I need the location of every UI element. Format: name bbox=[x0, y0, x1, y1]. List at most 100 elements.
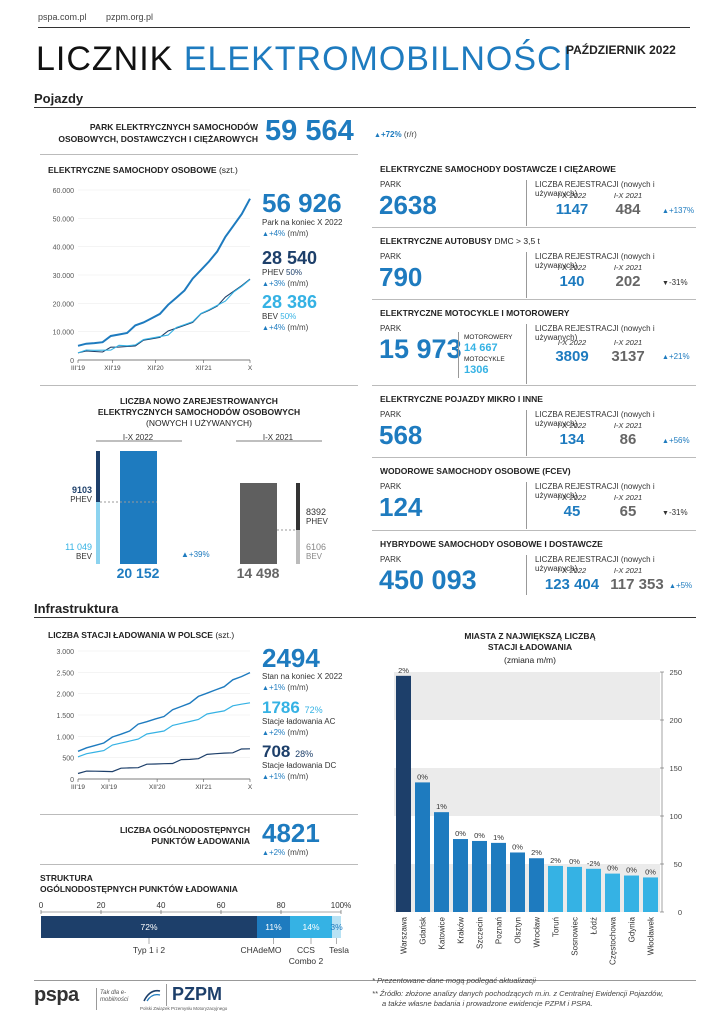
up-arrow-icon: ▲ bbox=[662, 354, 669, 361]
cities-title-line2: STACJI ŁADOWANIA bbox=[487, 642, 573, 652]
x-tick-label: X bbox=[248, 365, 253, 372]
structure-bar-chart: 0 20 40 60 80 100% 72% 11% 14% 3% Typ 1 i 2 CHAdeMO… bbox=[39, 901, 351, 966]
park-label: PARK bbox=[380, 410, 402, 419]
cars-total-change-unit: (m/m) bbox=[287, 229, 309, 238]
city-name: Gdańsk bbox=[419, 916, 428, 945]
bar-phev-2021 bbox=[296, 483, 300, 530]
stations-total-label: Stan na koniec X 2022 bbox=[262, 672, 343, 681]
y-tick-label: 150 bbox=[669, 764, 682, 773]
reg-title-line2: ELEKTRYCZNYCH SAMOCHODÓW OSOBOWYCH bbox=[97, 407, 301, 417]
period-1: I-X 2022 bbox=[557, 338, 587, 347]
up-arrow-icon: ▲ bbox=[669, 583, 676, 590]
registrations-2022: 45 bbox=[563, 503, 581, 520]
registrations-label-suffix: (nowych i używanych) bbox=[535, 180, 655, 198]
y-tick-label: 2.500 bbox=[56, 670, 74, 677]
y-tick-label: 1.500 bbox=[56, 713, 74, 720]
city-bar bbox=[415, 782, 430, 912]
bar-bev-2021 bbox=[296, 530, 300, 564]
park-value: 790 bbox=[379, 262, 423, 292]
city-name: Wrocław bbox=[533, 917, 542, 948]
cities-title-line1: MIASTA Z NAJWIĘKSZĄ LICZBĄ bbox=[464, 631, 596, 641]
park-value: 450 093 bbox=[379, 565, 477, 595]
city-change-label: 1% bbox=[493, 833, 504, 842]
cities-title: MIASTA Z NAJWIĘKSZĄ LICZBĄ STACJI ŁADOWA… bbox=[380, 631, 680, 666]
city-name: Katowice bbox=[438, 916, 447, 949]
structure-segment-label: 11% bbox=[265, 922, 282, 932]
reg-total-2021: 14 498 bbox=[237, 565, 280, 581]
city-bar bbox=[548, 865, 563, 912]
header-link-pspa[interactable]: pspa.com.pl bbox=[38, 12, 87, 22]
period-2: I-X 2021 bbox=[613, 263, 643, 272]
up-arrow-icon: ▲ bbox=[262, 325, 269, 332]
up-arrow-icon: ▲ bbox=[262, 231, 269, 238]
section-vehicles: Pojazdy bbox=[34, 91, 84, 106]
reg-phev-2021-label: PHEV bbox=[306, 517, 328, 526]
bev-value: 28 386 bbox=[262, 292, 318, 312]
stations-line-chart: 0 500 1.000 1.500 2.000 2.500 3.000 III'19 XII'1… bbox=[56, 649, 252, 791]
registrations-label: LICZBA REJESTRACJI (nowych i używanych) bbox=[535, 180, 696, 198]
series-line bbox=[77, 279, 251, 354]
reg-title-line3: (NOWYCH I UŻYWANYCH) bbox=[146, 418, 252, 428]
structure-segment-label: 14% bbox=[302, 922, 319, 932]
registrations-2021: 86 bbox=[619, 431, 637, 448]
stations-ac-value: 1786 bbox=[262, 698, 300, 717]
down-arrow-icon: ▼ bbox=[662, 280, 669, 287]
category-title: HYBRYDOWE SAMOCHODY OSOBOWE I DOSTAWCZE bbox=[380, 539, 603, 549]
up-arrow-icon: ▲ bbox=[262, 774, 269, 781]
series-line bbox=[77, 671, 251, 752]
registrations-change: ▲+56% bbox=[662, 436, 690, 445]
y-tick-label: 250 bbox=[669, 668, 682, 677]
cars-total-label: Park na koniec X 2022 bbox=[262, 218, 343, 227]
reg-bev-2022-label: BEV bbox=[76, 552, 93, 561]
stations-total-change-value: +1% bbox=[268, 683, 286, 692]
structure-title-line1: STRUKTURA bbox=[40, 873, 93, 883]
structure-segment-name: CHAdeMO bbox=[240, 945, 281, 955]
stations-dc: 708 28% bbox=[262, 742, 313, 762]
header-link-pzpm[interactable]: pzpm.org.pl bbox=[106, 12, 154, 22]
mopeds-value: 14 667 bbox=[464, 342, 498, 354]
city-name: Warszawa bbox=[400, 916, 409, 954]
fleet-change-unit: (r/r) bbox=[403, 130, 417, 139]
up-arrow-icon: ▲ bbox=[374, 132, 381, 139]
reg-total-2022: 20 152 bbox=[117, 565, 160, 581]
city-name: Łódź bbox=[590, 917, 599, 934]
registrations-2021: 117 353 bbox=[610, 576, 664, 593]
park-value: 124 bbox=[379, 492, 423, 522]
registrations-change-value: +5% bbox=[675, 581, 693, 590]
reg-phev-2021-value: 8392 bbox=[306, 507, 326, 517]
cities-subtitle: (zmiana m/m) bbox=[504, 655, 556, 665]
registrations-label-text: LICZBA REJESTRACJI bbox=[535, 324, 619, 333]
park-value: 15 973 bbox=[379, 334, 462, 364]
category-block: HYBRYDOWE SAMOCHODY OSOBOWE I DOSTAWCZE … bbox=[372, 535, 696, 601]
registrations-2022: 1147 bbox=[555, 201, 589, 218]
registrations-label: LICZBA REJESTRACJI (nowych i używanych) bbox=[535, 252, 696, 270]
registrations-label-text: LICZBA REJESTRACJI bbox=[535, 482, 619, 491]
registrations-change: ▼-31% bbox=[662, 508, 688, 517]
pzpm-emblem-icon bbox=[142, 987, 162, 1003]
city-change-label: 0% bbox=[645, 867, 656, 876]
registrations-title: LICZBA NOWO ZAREJESTROWANYCH ELEKTRYCZNY… bbox=[40, 396, 358, 429]
registrations-change: ▲+5% bbox=[669, 581, 692, 590]
bev-label-row: BEV 50% bbox=[262, 312, 296, 321]
city-bar bbox=[643, 877, 658, 912]
x-tick-label: III'19 bbox=[71, 365, 85, 372]
up-arrow-icon: ▲ bbox=[662, 208, 669, 215]
y-tick-label: 3.000 bbox=[56, 649, 74, 656]
y-tick-label: 1.000 bbox=[56, 734, 74, 741]
category-block: ELEKTRYCZNE AUTOBUSY DMC > 3,5 t PARK 79… bbox=[372, 232, 696, 304]
city-change-label: 2% bbox=[398, 666, 409, 675]
park-label: PARK bbox=[380, 482, 402, 491]
stations-ac-change-value: +2% bbox=[268, 728, 286, 737]
structure-segment bbox=[332, 916, 341, 938]
cars-total-change-value: +4% bbox=[268, 229, 286, 238]
city-change-label: 0% bbox=[512, 842, 523, 851]
bar-bev-2022 bbox=[96, 502, 100, 564]
y-tick-label: 0 bbox=[678, 908, 682, 917]
period-2: I-X 2021 bbox=[613, 566, 643, 575]
registrations-change-value: +56% bbox=[668, 436, 690, 445]
stations-unit: (szt.) bbox=[215, 630, 235, 640]
structure-title-line2: OGÓLNODOSTĘPNYCH PUNKTÓW ŁADOWANIA bbox=[40, 884, 238, 894]
structure-segment-name: Tesla bbox=[329, 945, 349, 955]
period-1: I-X 2022 bbox=[557, 566, 587, 575]
reg-bev-2022-value: 11 049 bbox=[65, 542, 92, 552]
